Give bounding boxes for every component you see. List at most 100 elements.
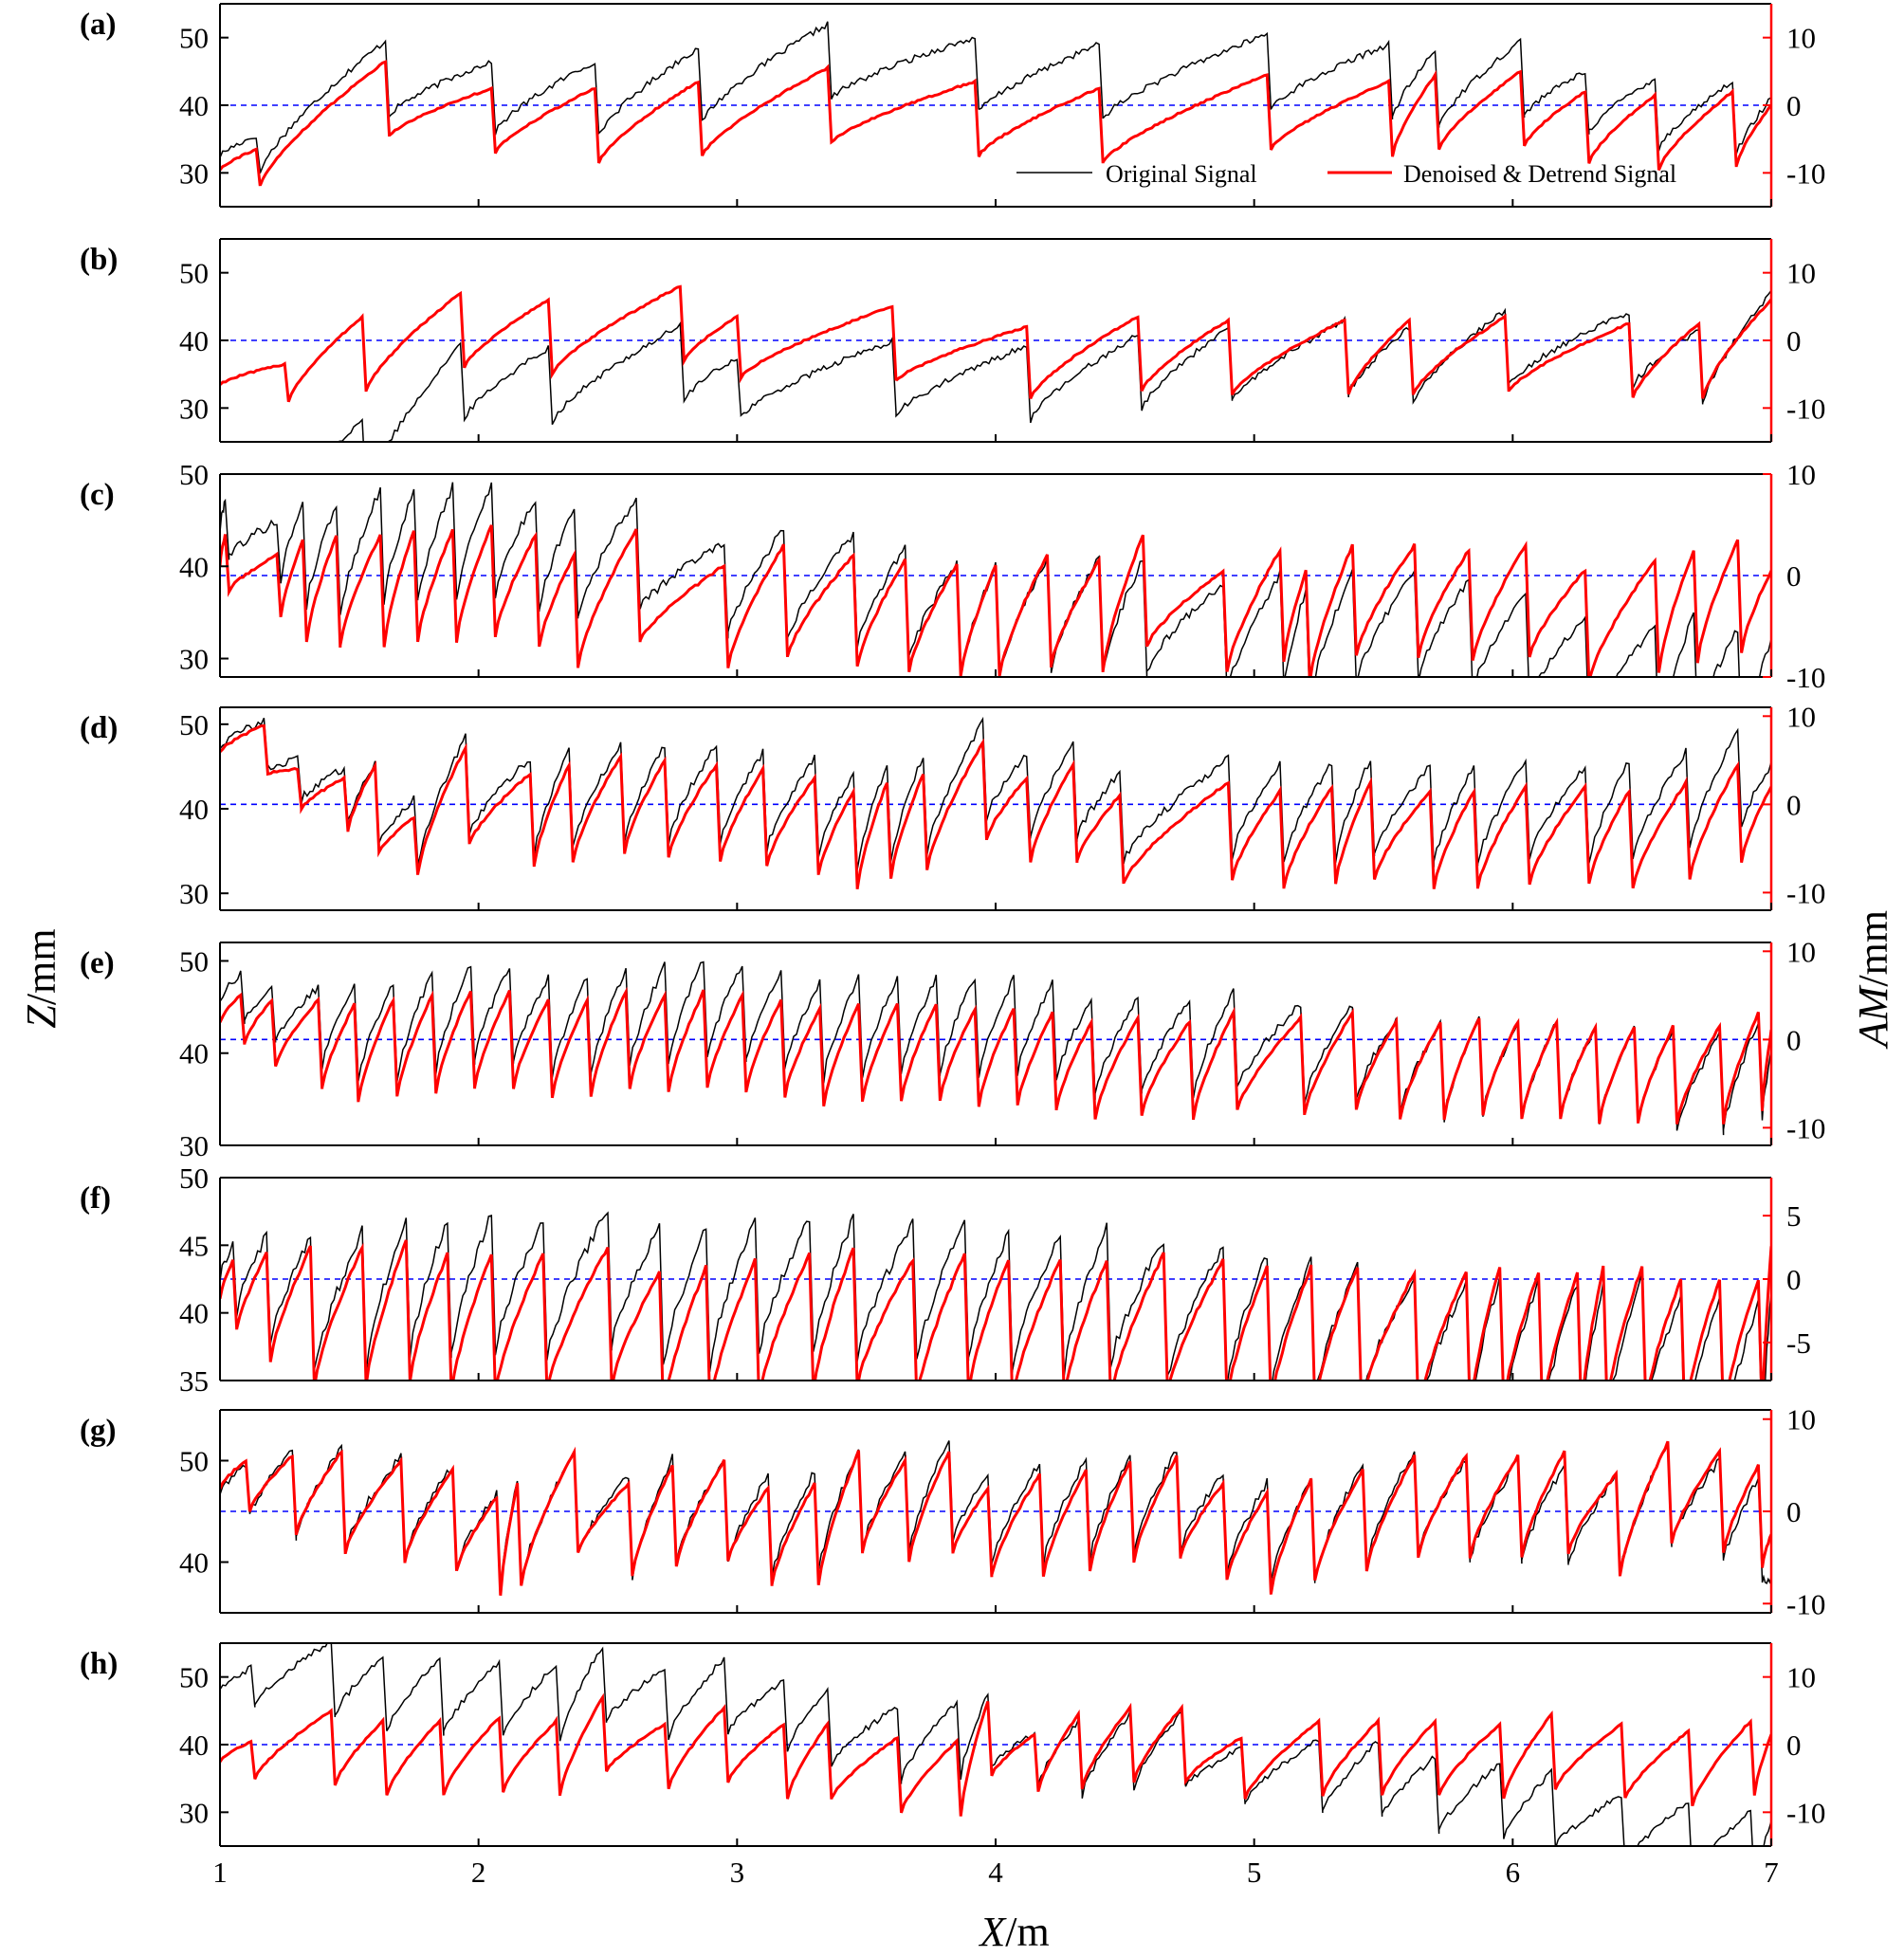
ylabel-left: Z/mm (18, 928, 64, 1028)
y-left-tick-label: 50 (179, 22, 209, 55)
x-tick-label: 6 (1506, 1856, 1521, 1889)
y-right-tick-label: 5 (1786, 1199, 1802, 1233)
y-left-tick-label: 35 (179, 1364, 209, 1398)
xlabel: X/m (978, 1909, 1049, 1955)
y-left-tick-label: 40 (179, 324, 209, 357)
series-denoised-line (220, 1440, 1771, 1596)
y-left-tick-label: 30 (179, 156, 209, 190)
series-original-line (220, 482, 1771, 677)
y-right-tick-label: 10 (1786, 257, 1816, 290)
panel-a: 30 40 50 -10 0 10 (a) (80, 3, 1825, 208)
y-right-tick-label: 0 (1786, 559, 1802, 593)
y-right-tick-label: 0 (1786, 89, 1802, 122)
y-right-tick-label: -10 (1786, 876, 1825, 909)
panel-c: 30 40 50 -10 0 10 (c) (80, 458, 1825, 694)
series-group (220, 284, 1771, 442)
y-right-tick-label: 10 (1786, 458, 1816, 491)
y-left-tick-label: 50 (179, 944, 209, 978)
y-left-tick-label: 40 (179, 550, 209, 583)
y-left-tick-label: 50 (179, 1161, 209, 1195)
y-right-tick-label: -10 (1786, 1587, 1825, 1620)
y-left-tick-label: 40 (179, 793, 209, 826)
legend: Original Signal Denoised & Detrend Signa… (1016, 160, 1676, 188)
panel-letter: (b) (80, 243, 118, 277)
series-denoised-line (220, 60, 1771, 187)
panel-g: 40 50 -10 0 10 (g) (80, 1403, 1825, 1621)
series-denoised-line (220, 284, 1771, 403)
y-right-tick-label: 0 (1786, 1495, 1802, 1528)
y-left-tick-label: 50 (179, 1445, 209, 1478)
y-left-tick-label: 50 (179, 1661, 209, 1694)
y-right-tick-label: 0 (1786, 1728, 1802, 1762)
x-tick-label: 7 (1764, 1856, 1779, 1889)
y-right-tick-label: 10 (1786, 1403, 1816, 1436)
series-denoised-line (220, 723, 1771, 889)
y-right-tick-label: 0 (1786, 1263, 1802, 1296)
panel-letter: (h) (80, 1647, 118, 1681)
series-group (220, 1643, 1771, 1846)
y-right-tick-label: -5 (1786, 1326, 1811, 1360)
y-right-tick-label: 10 (1786, 22, 1816, 55)
panel-e: 30 40 50 -10 0 10 (e) (80, 935, 1825, 1162)
y-left-tick-label: 30 (179, 877, 209, 910)
y-left-tick-label: 40 (179, 89, 209, 122)
series-denoised-line (220, 1692, 1771, 1817)
series-original-line (220, 1643, 1771, 1846)
y-left-tick-label: 40 (179, 1728, 209, 1762)
legend-original-label: Original Signal (1106, 160, 1257, 188)
panels: 304050-10010(a)304050-10010(b)304050-100… (80, 3, 1825, 1889)
y-right-tick-label: -10 (1786, 661, 1825, 694)
x-tick-label: 5 (1247, 1856, 1262, 1889)
y-right-tick-label: 0 (1786, 788, 1802, 821)
series-group (220, 21, 1771, 187)
y-left-tick-label: 30 (179, 392, 209, 425)
series-original-line (220, 21, 1771, 174)
y-right-tick-label: -10 (1786, 1796, 1825, 1829)
y-right-tick-label: -10 (1786, 392, 1825, 425)
series-denoised-line (220, 986, 1771, 1125)
y-left-tick-label: 40 (179, 1297, 209, 1330)
series-group (220, 716, 1771, 889)
y-left-tick-label: 30 (179, 1129, 209, 1162)
y-right-tick-label: 10 (1786, 935, 1816, 968)
y-right-tick-label: 10 (1786, 700, 1816, 733)
panel-letter: (f) (80, 1181, 111, 1216)
y-left-tick-label: 50 (179, 257, 209, 290)
series-group (220, 482, 1771, 677)
y-left-tick-label: 40 (179, 1037, 209, 1070)
panel-letter: (e) (80, 946, 115, 980)
x-tick-label: 2 (471, 1856, 486, 1889)
y-right-tick-label: -10 (1786, 1111, 1825, 1144)
panel-f: 35 40 45 50 -5 0 5 (f) (80, 1161, 1811, 1398)
y-left-tick-label: 40 (179, 1546, 209, 1580)
y-right-tick-label: 10 (1786, 1661, 1816, 1694)
series-group (220, 960, 1771, 1136)
y-right-tick-label: -10 (1786, 156, 1825, 190)
panel-letter: (d) (80, 711, 118, 745)
y-left-tick-label: 30 (179, 643, 209, 676)
series-denoised-line (220, 524, 1771, 677)
panel-b: 30 40 50 -10 0 10 (b) (80, 238, 1825, 443)
panel-h: 30 40 50 -10 0 10 (h) 1 2 3 4 5 6 7 (80, 1642, 1825, 1889)
y-left-tick-label: 30 (179, 1796, 209, 1829)
x-tick-label: 3 (730, 1856, 745, 1889)
series-original-line (338, 289, 1771, 442)
ylabel-right: AM/mm (1850, 910, 1896, 1050)
series-group (220, 1440, 1771, 1596)
y-right-tick-label: 0 (1786, 1023, 1802, 1056)
panel-d: 30 40 50 -10 0 10 (d) (80, 700, 1825, 911)
y-left-tick-label: 50 (179, 708, 209, 741)
x-tick-label: 4 (988, 1856, 1003, 1889)
legend-denoised-label: Denoised & Detrend Signal (1403, 160, 1676, 188)
y-left-tick-label: 45 (179, 1229, 209, 1262)
series-original-line (220, 1211, 1771, 1381)
panel-letter: (c) (80, 478, 115, 512)
series-denoised-line (220, 1239, 1771, 1381)
panel-letter: (g) (80, 1414, 116, 1448)
x-tick-label: 1 (212, 1856, 228, 1889)
panel-letter: (a) (80, 8, 116, 42)
series-original-line (220, 716, 1771, 870)
y-right-tick-label: 0 (1786, 324, 1802, 357)
series-group (220, 1211, 1771, 1381)
